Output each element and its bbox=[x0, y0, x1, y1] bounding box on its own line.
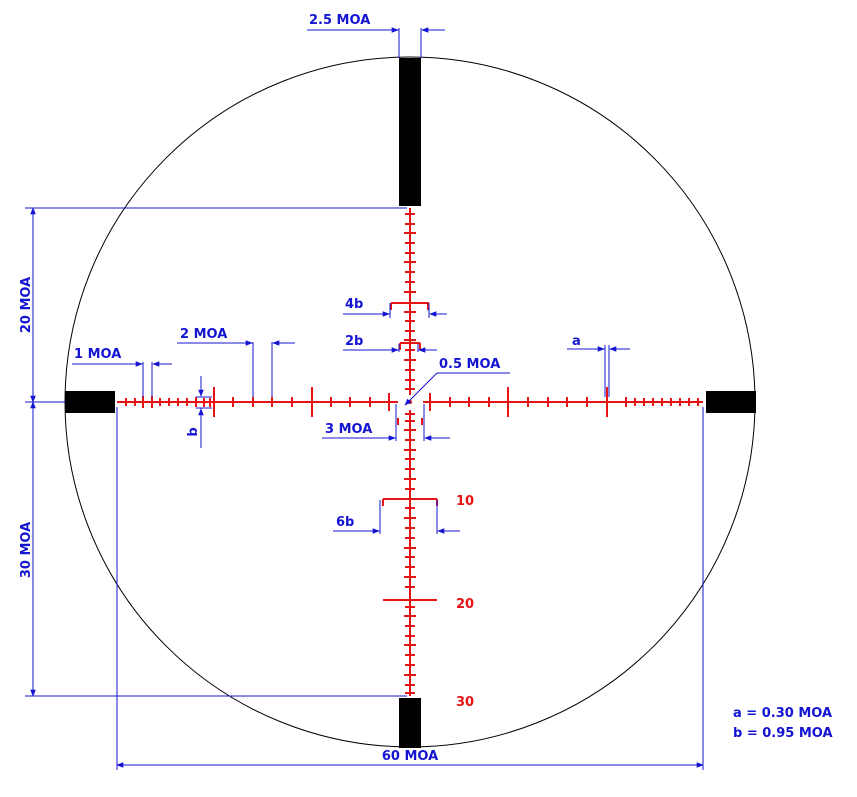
red-crosshair bbox=[117, 208, 703, 696]
range-label-30: 30 bbox=[456, 695, 474, 710]
label-center-dot: 0.5 MOA bbox=[439, 357, 500, 372]
range-label-10: 10 bbox=[456, 494, 474, 509]
label-two-moa: 2 MOA bbox=[180, 327, 227, 342]
label-a: a bbox=[572, 334, 581, 349]
label-upper-span: 20 MOA bbox=[19, 277, 34, 333]
post-left bbox=[65, 391, 115, 413]
range-label-20: 20 bbox=[456, 597, 474, 612]
post-right bbox=[706, 391, 756, 413]
label-four-b: 4b bbox=[345, 297, 363, 312]
label-total-width: 60 MOA bbox=[382, 749, 438, 764]
post-bottom bbox=[399, 698, 421, 748]
label-b: b bbox=[186, 427, 201, 436]
label-six-b: 6b bbox=[336, 515, 354, 530]
post-top bbox=[399, 58, 421, 206]
label-lower-span: 30 MOA bbox=[19, 522, 34, 578]
label-post-width: 2.5 MOA bbox=[309, 13, 370, 28]
legend-a-value: a = 0.30 MOA bbox=[733, 706, 832, 721]
label-three-moa: 3 MOA bbox=[325, 422, 372, 437]
legend-b-value: b = 0.95 MOA bbox=[733, 726, 833, 741]
label-one-moa: 1 MOA bbox=[74, 347, 121, 362]
label-two-b: 2b bbox=[345, 334, 363, 349]
dimension-lines bbox=[25, 27, 704, 770]
